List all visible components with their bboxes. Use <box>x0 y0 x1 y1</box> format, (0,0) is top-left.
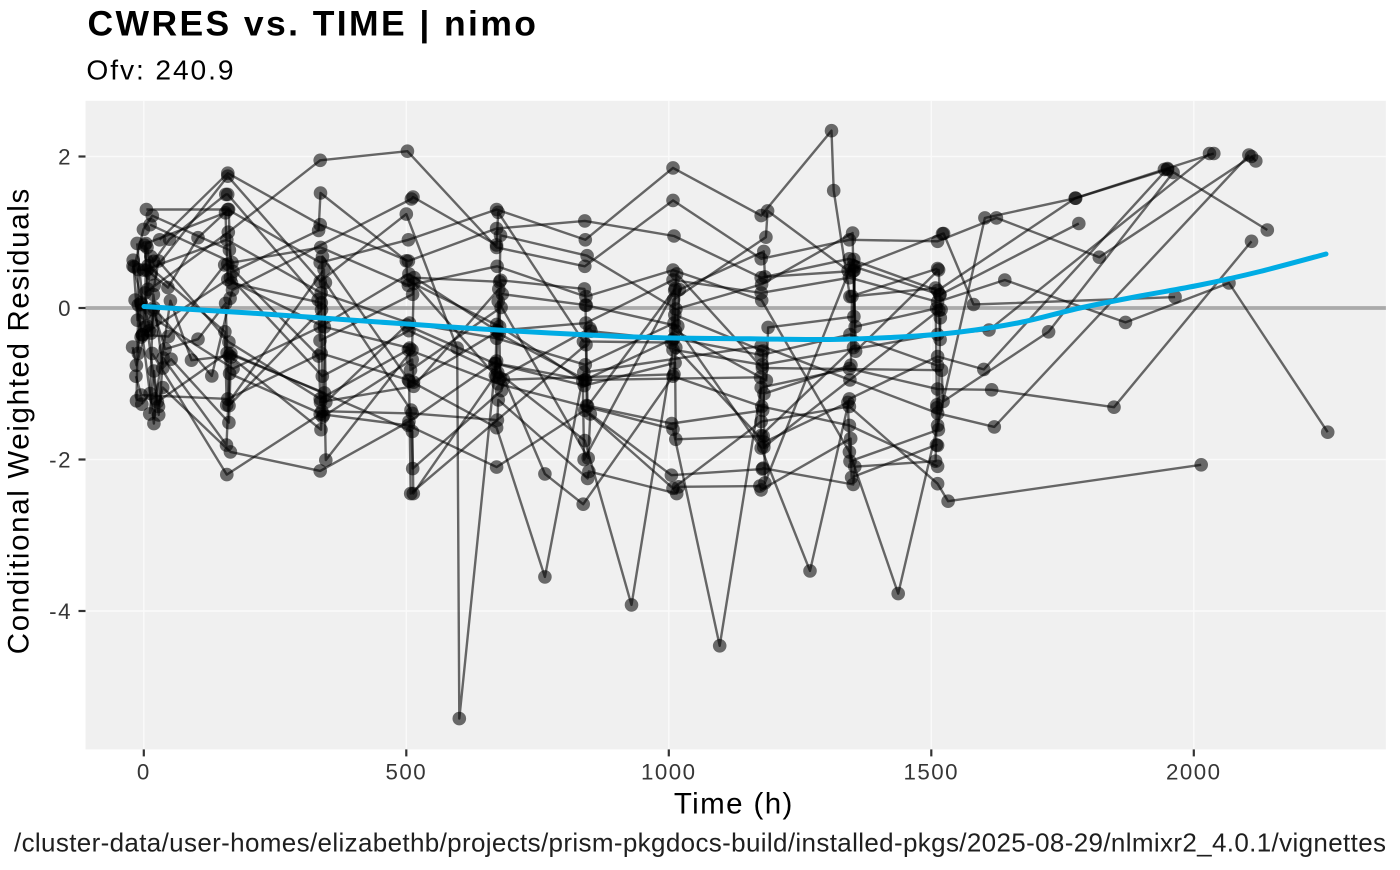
svg-text:CWRES vs. TIME | nimo: CWRES vs. TIME | nimo <box>88 3 539 43</box>
svg-text:-4: -4 <box>49 599 72 624</box>
svg-text:Conditional Weighted Residuals: Conditional Weighted Residuals <box>3 187 36 654</box>
svg-text:/cluster-data/user-homes/eliza: /cluster-data/user-homes/elizabethb/proj… <box>14 827 1386 857</box>
svg-text:500: 500 <box>385 759 427 784</box>
svg-text:2: 2 <box>58 144 72 169</box>
svg-text:0: 0 <box>137 759 151 784</box>
svg-text:2000: 2000 <box>1166 759 1222 784</box>
svg-text:1000: 1000 <box>641 759 697 784</box>
svg-text:Time (h): Time (h) <box>674 788 794 821</box>
svg-text:1500: 1500 <box>903 759 959 784</box>
svg-text:0: 0 <box>58 296 72 321</box>
svg-text:Ofv: 240.9: Ofv: 240.9 <box>86 53 235 85</box>
svg-text:-2: -2 <box>49 447 72 472</box>
